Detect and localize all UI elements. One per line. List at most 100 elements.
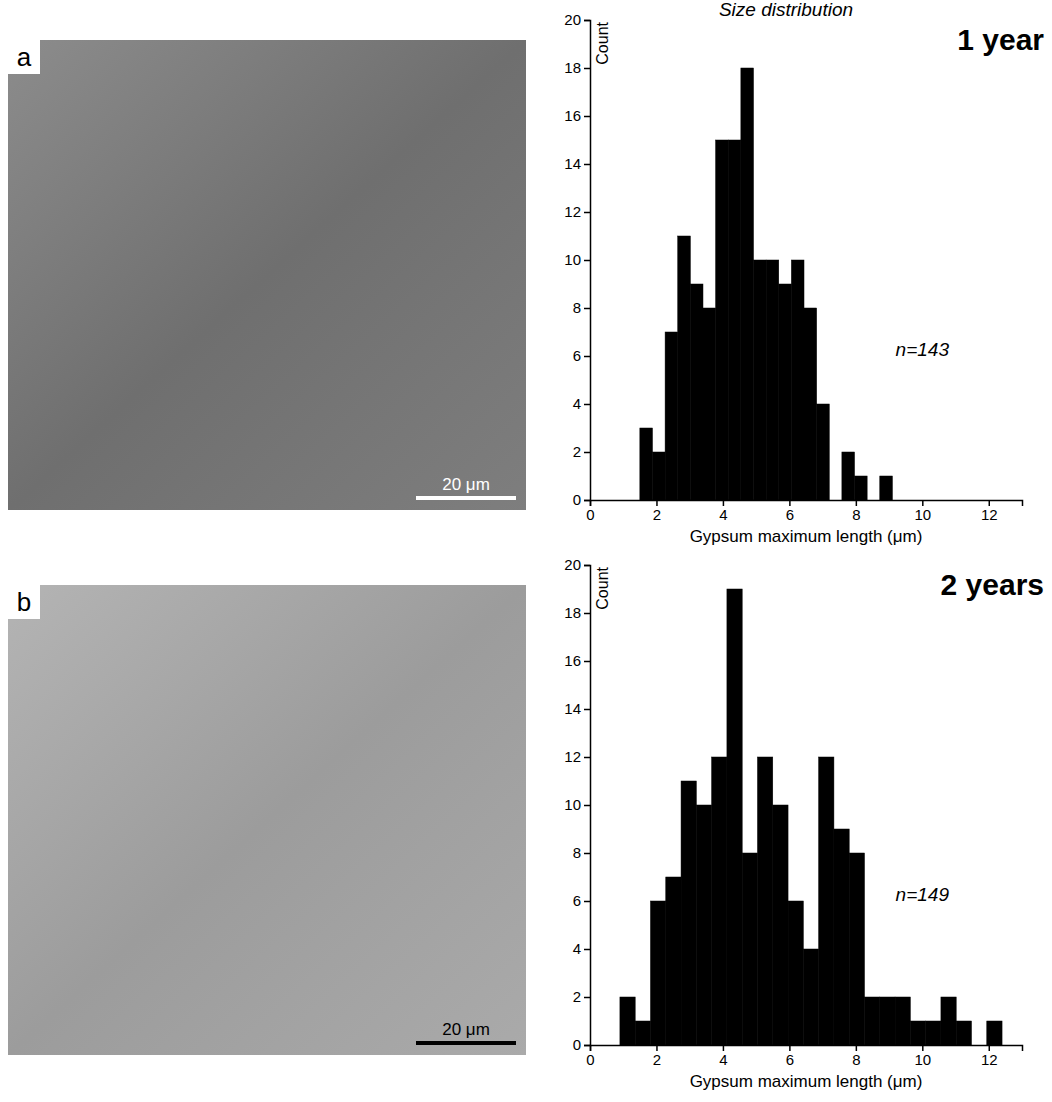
bar: [817, 404, 830, 500]
scale-bar: [416, 1041, 516, 1045]
y-tick: 12: [564, 748, 590, 765]
bar: [696, 805, 711, 1045]
y-tick-label: 18: [564, 59, 581, 76]
bar: [678, 236, 691, 500]
y-tick: 16: [564, 107, 590, 124]
x-tick-label: 10: [914, 1051, 931, 1068]
y-tick-mark: [584, 901, 590, 903]
panel-letter-box: [8, 585, 40, 619]
x-tick-label: 0: [586, 506, 594, 523]
y-tick: 6: [573, 892, 590, 909]
y-axis-line: [584, 566, 591, 1046]
x-tick-label: 0: [586, 1051, 594, 1068]
sample-size: n=149: [896, 884, 950, 905]
y-axis: 02468101214161820: [564, 11, 590, 508]
x-tick: 2: [653, 1045, 661, 1068]
bar: [712, 757, 727, 1045]
x-axis-title: Gypsum maximum length (μm): [690, 527, 923, 546]
x-tick: 8: [852, 1045, 860, 1068]
x-tick-label: 2: [653, 1051, 661, 1068]
y-tick-label: 8: [573, 844, 581, 861]
y-tick-label: 20: [564, 11, 581, 28]
title: 1 year: [957, 23, 1044, 56]
bar: [742, 853, 757, 1045]
y-tick-label: 10: [564, 796, 581, 813]
y-tick: 8: [573, 299, 590, 316]
y-axis: 02468101214161820: [564, 556, 590, 1053]
bar: [757, 757, 772, 1045]
y-tick: 16: [564, 652, 590, 669]
y-tick-label: 0: [573, 491, 581, 508]
bar: [681, 781, 696, 1045]
bars: [640, 68, 893, 500]
bar: [703, 308, 716, 500]
y-tick-mark: [584, 997, 590, 999]
bar: [791, 260, 804, 500]
panel-letter: b: [17, 587, 31, 617]
y-tick: 0: [573, 1036, 590, 1053]
y-tick-label: 18: [564, 604, 581, 621]
y-tick-label: 0: [573, 1036, 581, 1053]
bar: [666, 877, 681, 1045]
bar: [910, 1021, 925, 1045]
panel: a20 μm02468101202468101214161820Gypsum m…: [8, 0, 1044, 546]
bar: [849, 853, 864, 1045]
x-tick-label: 8: [852, 1051, 860, 1068]
micrograph: [8, 585, 526, 1055]
y-tick-mark: [584, 68, 590, 70]
y-tick: 20: [564, 556, 590, 573]
panel: b20 μm02468101202468101214161820Gypsum m…: [8, 556, 1044, 1091]
y-tick: 4: [573, 395, 590, 412]
scale-bar-label: 20 μm: [442, 475, 490, 494]
x-tick: 0: [586, 1045, 594, 1068]
y-tick-label: 14: [564, 700, 581, 717]
bar: [926, 1021, 941, 1045]
bar: [753, 260, 766, 500]
bar: [819, 757, 834, 1045]
y-tick-label: 10: [564, 251, 581, 268]
y-tick: 10: [564, 796, 590, 813]
x-tick-label: 2: [653, 506, 661, 523]
bar: [690, 284, 703, 500]
x-tick: 12: [981, 1045, 998, 1068]
y-tick-label: 14: [564, 155, 581, 172]
scale-bar-label: 20 μm: [442, 1020, 490, 1039]
x-tick: 12: [981, 500, 998, 523]
y-tick-mark: [584, 757, 590, 759]
x-tick: 4: [719, 500, 727, 523]
y-axis-line: [584, 21, 591, 501]
bar: [804, 308, 817, 500]
y-tick-mark: [584, 116, 590, 118]
y-tick-mark: [584, 164, 590, 166]
y-tick-mark: [584, 212, 590, 214]
bar: [864, 997, 879, 1045]
bar: [741, 68, 754, 500]
y-tick-mark: [584, 805, 590, 807]
bar: [987, 1021, 1002, 1045]
bar: [652, 452, 665, 500]
y-tick-mark: [584, 500, 590, 502]
y-tick-label: 4: [573, 940, 581, 957]
y-tick-label: 12: [564, 203, 581, 220]
x-tick-label: 6: [786, 1051, 794, 1068]
y-axis-title: Count: [594, 566, 611, 609]
bar: [640, 428, 653, 500]
y-tick: 10: [564, 251, 590, 268]
y-tick-label: 2: [573, 443, 581, 460]
y-tick-mark: [584, 661, 590, 663]
micrograph: [8, 40, 526, 510]
bar: [727, 589, 742, 1045]
bar: [635, 1021, 650, 1045]
y-tick: 2: [573, 443, 590, 460]
x-axis: 0 2 4 6 8 10 12: [586, 1045, 1022, 1068]
y-tick: 12: [564, 203, 590, 220]
x-tick: 4: [719, 1045, 727, 1068]
x-axis: 024681012: [586, 500, 1022, 523]
bar: [779, 284, 792, 500]
y-tick: 8: [573, 844, 590, 861]
x-tick-label: 12: [981, 1051, 998, 1068]
y-tick-mark: [584, 709, 590, 711]
y-tick: 18: [564, 604, 590, 621]
bar: [895, 997, 910, 1045]
y-tick: 4: [573, 940, 590, 957]
